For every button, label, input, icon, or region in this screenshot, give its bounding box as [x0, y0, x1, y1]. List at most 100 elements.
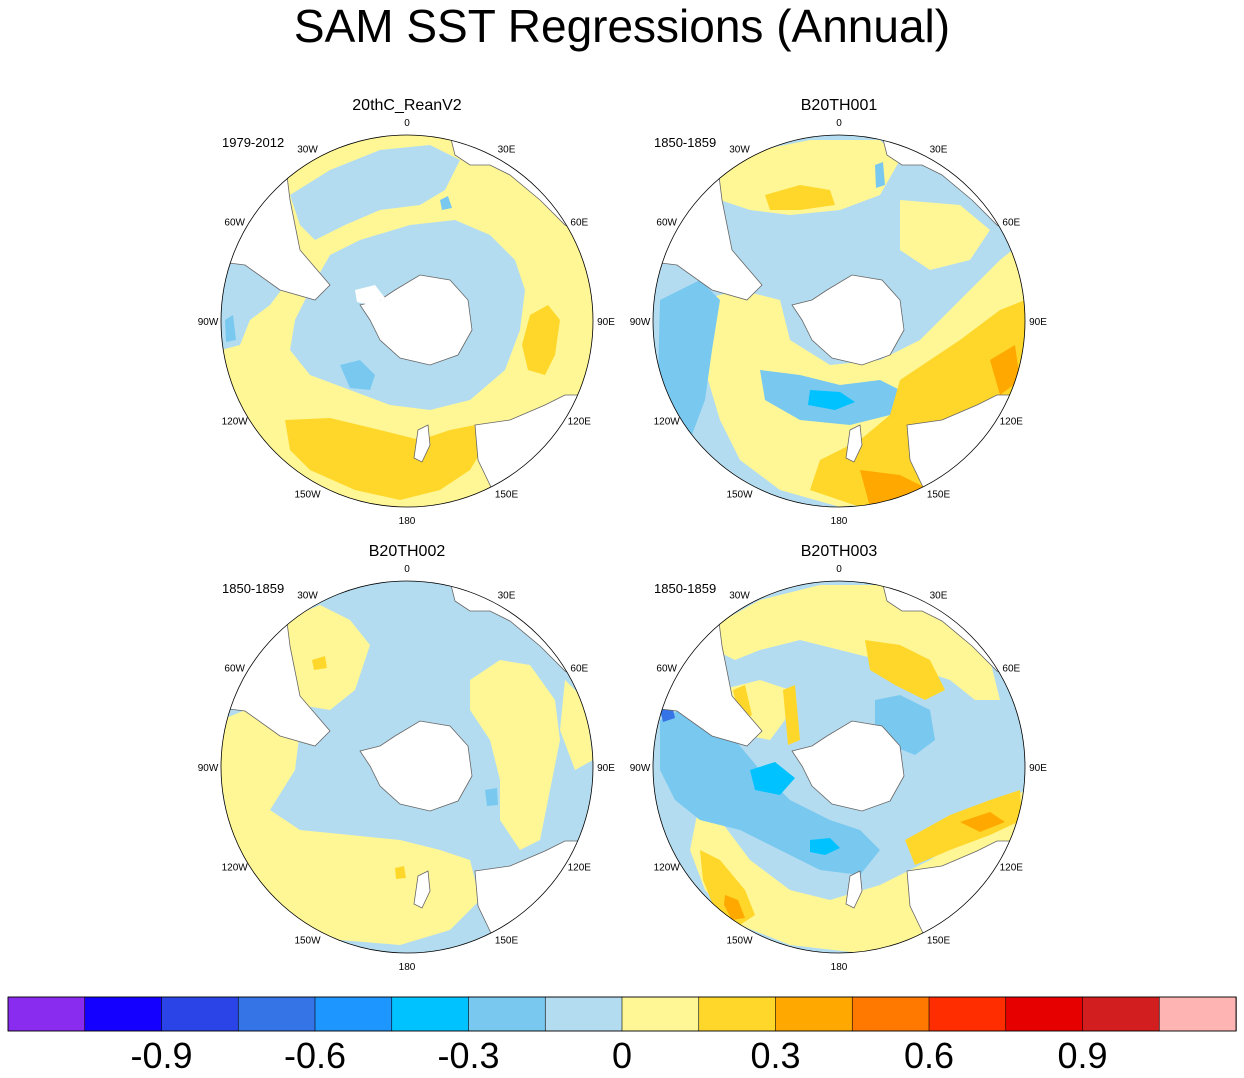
- lon-label: 90E: [597, 763, 615, 774]
- positive-region: [705, 140, 900, 215]
- land-mass: [413, 424, 431, 463]
- panel-b20th002: B20TH002 1850-1859 0 30E 60E 90E 120E 15…: [198, 543, 616, 973]
- lon-label: 150E: [495, 489, 519, 500]
- negative-region: [340, 360, 375, 390]
- panel-title: B20TH002: [369, 543, 446, 560]
- land-mass: [413, 870, 431, 909]
- panel-title: 20thC_ReanV2: [352, 97, 462, 114]
- positive-region: [905, 790, 1022, 865]
- longitude-labels: 0 30E 60E 90E 120E 150E 180 150W 120W 90…: [198, 118, 616, 527]
- negative-region: [290, 145, 460, 240]
- lon-label: 0: [404, 564, 410, 575]
- positive-region: [312, 656, 327, 670]
- colorbar-tick-label: -0.6: [284, 1035, 346, 1076]
- panel-period: 1979-2012: [222, 135, 284, 150]
- lon-label: 60E: [570, 664, 588, 675]
- sst-field-map: [221, 581, 593, 953]
- colorbar-swatch: [1158, 996, 1237, 1032]
- lon-label: 120W: [654, 863, 681, 874]
- lon-label: 30W: [297, 591, 318, 602]
- colorbar-swatch: [237, 996, 316, 1032]
- land-mass: [359, 720, 473, 812]
- positive-region: [470, 660, 560, 850]
- colorbar-swatch: [928, 996, 1007, 1032]
- colorbar-swatch: [775, 996, 853, 1032]
- lon-label: 60W: [224, 218, 245, 229]
- lon-label: 150E: [927, 935, 951, 946]
- lon-label: 30W: [729, 145, 750, 156]
- lon-label: 30E: [930, 591, 948, 602]
- lon-label: 150E: [927, 489, 951, 500]
- panel-period: 1850-1859: [222, 581, 284, 596]
- sst-field-map: [653, 135, 1025, 507]
- colorbar-swatch: [468, 996, 546, 1032]
- colorbar-swatches: [7, 996, 1237, 1032]
- negative-region: [808, 390, 855, 410]
- colorbar-swatch: [698, 996, 777, 1032]
- land-mass: [791, 720, 905, 812]
- colorbar-tick-label: 0: [612, 1035, 632, 1076]
- map-perimeter: [652, 580, 1026, 954]
- lon-label: 150W: [294, 489, 321, 500]
- colorbar-tick-label: -0.9: [130, 1035, 192, 1076]
- lon-label: 90W: [198, 763, 219, 774]
- negative-region: [485, 788, 498, 806]
- lon-label: 120W: [654, 417, 681, 428]
- colorbar-frame: [7, 996, 1237, 1032]
- panel-b20th003: B20TH003 1850-1859 0: [630, 543, 1048, 973]
- positive-region: [285, 605, 370, 710]
- panel-title: B20TH001: [801, 97, 878, 114]
- positive-region: [960, 812, 1005, 832]
- lon-label: 120E: [568, 417, 592, 428]
- longitude-labels: 0 30E 60E 90E 120E 150E 180 150W 120W 90…: [630, 118, 1048, 527]
- lon-label: 90W: [630, 317, 651, 328]
- positive-region: [285, 418, 485, 500]
- lon-label: 30E: [930, 145, 948, 156]
- positive-region: [395, 866, 406, 879]
- map-perimeter: [220, 134, 594, 508]
- negative-region: [875, 162, 885, 188]
- sea-ice-region: [355, 285, 385, 305]
- lon-label: 180: [399, 962, 416, 973]
- lon-label: 60W: [224, 664, 245, 675]
- panel-b20th001: B20TH001 1850-1859 0 30E 60E 90E: [630, 97, 1048, 527]
- lon-label: 90W: [630, 763, 651, 774]
- map-perimeter: [652, 134, 1026, 508]
- lon-label: 120E: [1000, 417, 1024, 428]
- lon-label: 120W: [222, 863, 249, 874]
- lon-label: 30E: [498, 591, 516, 602]
- lon-label: 180: [831, 516, 848, 527]
- positive-region: [865, 640, 945, 700]
- positive-region: [733, 685, 752, 720]
- lon-label: 60E: [570, 218, 588, 229]
- lon-label: 90W: [198, 317, 219, 328]
- panel-20thc-reanv2: 20thC_ReanV2 1979-2012 0 30E 60E 90E: [198, 97, 616, 527]
- lon-label: 60E: [1002, 218, 1020, 229]
- lon-label: 180: [831, 962, 848, 973]
- colorbar-tick-label: -0.3: [437, 1035, 499, 1076]
- land-mass: [845, 424, 863, 463]
- land-mass: [791, 274, 905, 366]
- positive-region: [900, 200, 990, 270]
- lon-label: 0: [836, 564, 842, 575]
- lon-label: 60W: [656, 664, 677, 675]
- lon-label: 90E: [1029, 763, 1047, 774]
- colorbar-swatch: [7, 996, 86, 1032]
- longitude-labels: 0 30E 60E 90E 120E 150E 180 150W 120W 90…: [198, 564, 616, 973]
- land-mass: [845, 870, 863, 909]
- lon-label: 150W: [294, 935, 321, 946]
- positive-region: [221, 700, 480, 945]
- lon-label: 120E: [568, 863, 592, 874]
- colorbar-tick-labels: -0.9 -0.6 -0.3 0 0.3 0.6 0.9: [130, 1035, 1107, 1076]
- sst-field-map: [653, 581, 1025, 953]
- colorbar-tick-label: 0.6: [904, 1035, 954, 1076]
- colorbar-swatch: [851, 996, 930, 1032]
- positive-region: [724, 895, 745, 920]
- colorbar-tick-label: 0.3: [750, 1035, 800, 1076]
- positive-region: [783, 685, 800, 745]
- lon-label: 120W: [222, 417, 249, 428]
- positive-region: [522, 305, 560, 375]
- colorbar-swatch: [544, 996, 623, 1032]
- negative-region: [225, 315, 236, 342]
